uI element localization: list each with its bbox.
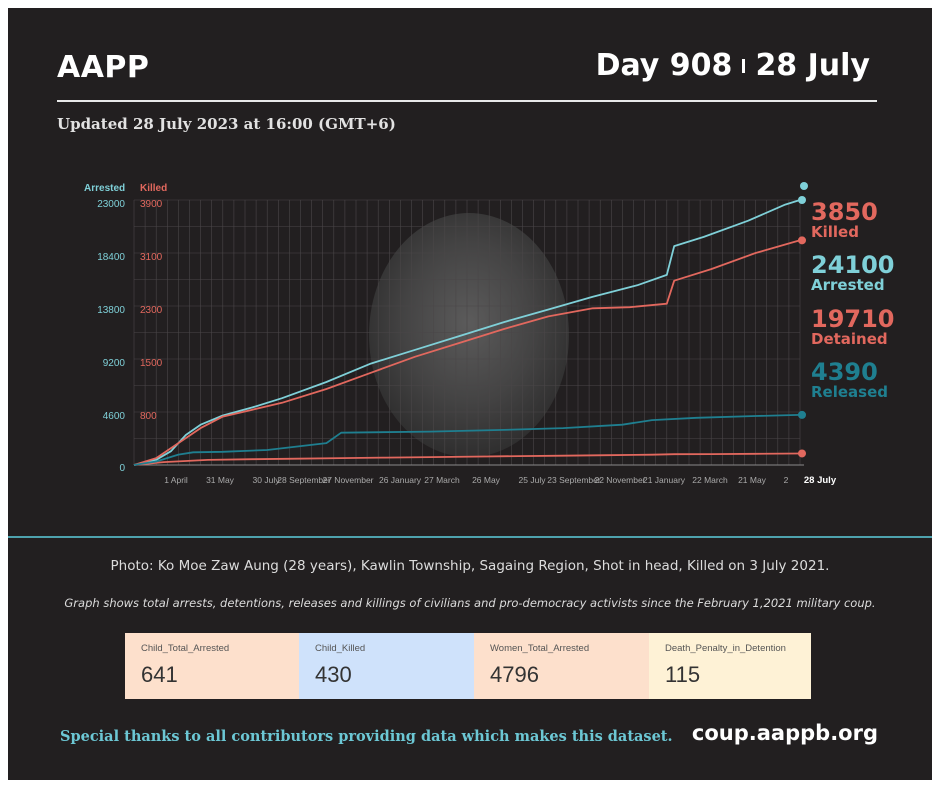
header-date: 28 July [755,48,870,83]
x-tick-label: 27 March [424,475,460,485]
stat-value: 4796 [490,662,539,687]
chart-grid [133,199,804,466]
thanks-note: Special thanks to all contributors provi… [60,728,673,745]
infographic-card: AAPP Day 908 28 July Updated 28 July 2023… [8,8,932,780]
x-tick-label: 2 [784,475,789,485]
killed-tick-label: 3100 [140,252,163,263]
legend-label-detained: Detained [811,330,888,348]
legend-value-detained: 19710 [811,305,895,333]
arrested-tick-label: 9200 [103,358,126,369]
stat-value: 430 [315,662,352,687]
x-tick-label: 26 May [472,475,501,485]
detained-end-dot [798,236,806,245]
x-tick-label: 21 January [643,475,686,485]
released-end-dot [798,410,806,419]
stat-child-total-arrested: Child_Total_Arrested 641 [125,633,299,699]
stat-label: Women_Total_Arrested [490,643,590,654]
stat-label: Death_Penalty_in_Detention [665,643,786,654]
stats-row: Child_Total_Arrested 641 Child_Killed 43… [125,633,811,699]
chart-lines [133,182,808,466]
x-tick-label: 25 July [519,475,547,485]
graph-note: Graph shows total arrests, detentions, r… [64,596,876,610]
site-link[interactable]: coup.aappb.org [691,721,878,745]
x-tick-label: 22 November [594,475,645,485]
brand-title: AAPP [57,50,150,85]
killed-tick-label: 3900 [140,199,163,210]
arrested-tick-label: 23000 [97,199,125,210]
stat-death-penalty: Death_Penalty_in_Detention 115 [649,633,811,699]
series-line-detained [133,239,801,466]
arrested-tick-label: 13800 [97,305,125,316]
x-tick-label: 26 January [379,475,422,485]
cumulative-chart: 23000 18400 13800 9200 4600 0 3900 3100 2300 1500… [84,182,895,486]
series-line-killed [133,452,801,466]
stat-label: Child_Killed [315,643,366,654]
x-tick-label: 28 July [804,475,837,486]
arrested-end-dot [798,196,806,204]
x-tick-label: 23 September [547,475,601,485]
header-divider [57,100,877,102]
legend-value-killed: 3850 [811,198,878,226]
stat-women-total-arrested: Women_Total_Arrested 4796 [474,633,649,699]
x-tick-label: 28 September [277,475,331,485]
x-tick-label: 27 November [322,475,373,485]
killed-end-dot [798,449,806,458]
killed-tick-label: 800 [140,411,157,422]
photo-caption: Photo: Ko Moe Zaw Aung (28 years), Kawli… [110,558,830,574]
legend-value-released: 4390 [811,358,878,386]
legend-value-arrested: 24100 [811,251,895,279]
x-tick-label: 1 April [164,475,188,485]
killed-tick-label: 1500 [140,358,163,369]
arrested-tick-label: 4600 [103,411,126,422]
killed-tick-label: 2300 [140,305,163,316]
arrested-tick-label: 0 [119,463,125,474]
section-divider [8,536,932,538]
series-line-arrested [133,199,801,466]
legend-label-killed: Killed [811,223,859,241]
arrested-top-dot [800,182,808,190]
day-counter: Day 908 [595,48,733,83]
series-line-released [133,414,801,466]
x-tick-label: 30 July [253,475,281,485]
legend-label-arrested: Arrested [811,276,885,294]
chart-ticks: 23000 18400 13800 9200 4600 0 3900 3100 2300 1500… [97,199,837,486]
x-tick-label: 22 March [692,475,728,485]
day-date-header: Day 908 28 July [596,48,870,83]
stat-label: Child_Total_Arrested [141,643,230,654]
arrested-tick-label: 18400 [97,252,125,263]
stat-value: 115 [665,662,701,687]
arrested-axis-title: Arrested [84,183,125,194]
updated-timestamp: Updated 28 July 2023 at 16:00 (GMT+6) [57,115,396,133]
legend-label-released: Released [811,383,888,401]
header-separator [742,58,746,73]
x-tick-label: 21 May [738,475,767,485]
stat-value: 641 [141,662,178,687]
photo-portrait [369,213,569,457]
x-tick-label: 31 May [206,475,235,485]
stat-child-killed: Child_Killed 430 [299,633,474,699]
killed-axis-title: Killed [140,183,167,194]
